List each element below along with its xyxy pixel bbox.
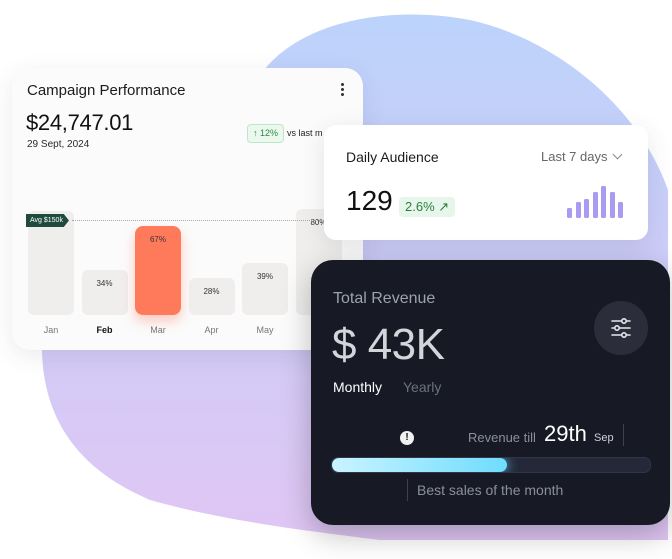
- campaign-performance-card: Campaign Performance $24,747.01 29 Sept,…: [12, 68, 363, 350]
- tab-yearly[interactable]: Yearly: [403, 379, 442, 395]
- sparkline-bar: [609, 192, 615, 218]
- sparkline-bar: [592, 192, 598, 218]
- revenue-till-month: Sep: [594, 432, 614, 444]
- revenue-till-label: Revenue till: [468, 430, 536, 445]
- best-sales-caption: Best sales of the month: [417, 482, 564, 498]
- tab-monthly[interactable]: Monthly: [333, 379, 383, 395]
- x-tick-label: May: [256, 325, 274, 335]
- revenue-label: Total Revenue: [333, 290, 436, 307]
- sparkline-bar: [567, 208, 572, 218]
- sparkline-bar: [601, 186, 606, 218]
- caption-divider: [407, 479, 408, 501]
- chart-bar[interactable]: [135, 225, 181, 315]
- progress-marker-end: [623, 424, 624, 446]
- growth-badge: ↑ 12%: [247, 124, 285, 143]
- chart-bar[interactable]: [242, 263, 288, 315]
- bar-value-label: 67%: [149, 234, 166, 244]
- chevron-down-icon: [612, 149, 622, 160]
- chart-bar[interactable]: [81, 269, 128, 315]
- range-label: Last 7 days: [541, 149, 608, 164]
- sliders-icon: [611, 317, 631, 338]
- chart-bar[interactable]: [188, 277, 235, 315]
- x-tick-label: Jan: [43, 325, 59, 335]
- average-line: [72, 220, 363, 221]
- average-tag: Avg $150k: [26, 214, 69, 227]
- sparkline-bar: [584, 198, 589, 218]
- audience-count: 129: [346, 185, 393, 216]
- bar-value-label: 39%: [256, 272, 273, 282]
- daily-audience-card: Daily Audience Last 7 days 129 2.6% ↗: [324, 125, 648, 240]
- audience-delta-badge: 2.6% ↗: [399, 197, 456, 217]
- revenue-progress-bar: [331, 457, 651, 473]
- chart-bar[interactable]: [28, 211, 74, 315]
- audience-title: Daily Audience: [346, 149, 439, 165]
- x-tick-label: Mar: [150, 325, 166, 335]
- alert-icon: !: [400, 431, 414, 445]
- bar-value-label: 34%: [96, 278, 113, 288]
- comparison-label: vs last m: [287, 128, 323, 138]
- revenue-progress-fill: [332, 458, 507, 472]
- campaign-amount: $24,747.01: [26, 110, 134, 135]
- more-vertical-icon[interactable]: [337, 81, 347, 97]
- filter-button[interactable]: [594, 301, 648, 355]
- range-dropdown[interactable]: Last 7 days: [541, 149, 622, 164]
- bar-value-label: 80%: [310, 217, 327, 227]
- x-tick-label: Feb: [96, 325, 113, 335]
- x-tick-label: Apr: [204, 325, 219, 335]
- campaign-title: Campaign Performance: [27, 82, 186, 99]
- campaign-date: 29 Sept, 2024: [27, 139, 90, 150]
- sparkline-bar: [575, 202, 581, 218]
- total-revenue-card: Total Revenue $ 43K Monthly Yearly ! Rev…: [311, 260, 670, 525]
- sparkline-bar: [618, 202, 623, 218]
- revenue-till-date: 29th: [544, 421, 587, 446]
- bar-value-label: 28%: [203, 286, 220, 296]
- revenue-value: $ 43K: [332, 320, 445, 369]
